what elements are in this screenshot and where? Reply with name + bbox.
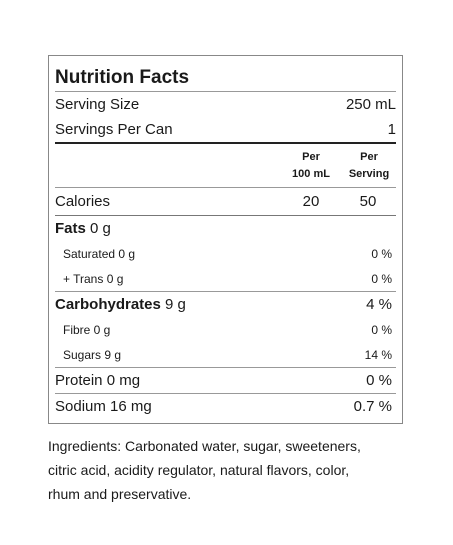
protein-row: Protein 0 mg 0 % — [55, 367, 396, 393]
fats-cell: Fats 0 g — [55, 220, 111, 237]
ingredients-line-1: Ingredients: Carbonated water, sugar, sw… — [48, 438, 361, 454]
serving-size-value: 250 mL — [345, 96, 396, 113]
trans-row: + Trans 0 g 0 % — [55, 266, 396, 291]
carbs-row: Carbohydrates 9 g 4 % — [55, 291, 396, 317]
per-serving-header-line2: Serving — [348, 168, 390, 180]
ingredients-line-3: rhum and preservative. — [48, 486, 192, 502]
per-100ml-header-line1: Per — [302, 151, 320, 163]
protein-pct: 0 % — [366, 372, 392, 389]
label-title: Nutrition Facts — [55, 67, 190, 88]
ingredients-text: Ingredients: Carbonated water, sugar, sw… — [48, 434, 408, 506]
serving-size-label: Serving Size — [55, 96, 140, 113]
sodium-pct: 0.7 % — [353, 398, 392, 415]
carbs-pct: 4 % — [366, 296, 392, 313]
trans-pct: 0 % — [371, 271, 392, 286]
column-header-row: Per 100 mL Per Serving — [55, 142, 396, 188]
servings-per-can-row: Servings Per Can 1 — [55, 117, 396, 142]
calories-label: Calories — [55, 193, 111, 210]
serving-size-row: Serving Size 250 mL — [55, 91, 396, 117]
sodium-label: Sodium 16 mg — [55, 398, 152, 415]
carbs-label: Carbohydrates — [55, 296, 161, 313]
per-serving-header-line1: Per — [360, 151, 378, 163]
per-100ml-header-line2: 100 mL — [292, 168, 330, 180]
sugars-label: Sugars 9 g — [63, 347, 122, 362]
fibre-row: Fibre 0 g 0 % — [55, 317, 396, 342]
saturated-label: Saturated 0 g — [63, 246, 136, 261]
protein-label: Protein 0 mg — [55, 372, 141, 389]
ingredients-line-2: citric acid, acidity regulator, natural … — [48, 462, 350, 478]
sodium-row: Sodium 16 mg 0.7 % — [55, 393, 396, 419]
per-serving-header: Per Serving — [340, 149, 398, 183]
fibre-pct: 0 % — [371, 322, 392, 337]
carbs-cell: Carbohydrates 9 g — [55, 296, 186, 313]
nutrition-facts-panel: Nutrition Facts Serving Size 250 mL Serv… — [48, 55, 403, 424]
calories-row: Calories 20 50 — [55, 188, 396, 216]
fats-label: Fats — [55, 220, 86, 237]
saturated-pct: 0 % — [371, 246, 392, 261]
fibre-label: Fibre 0 g — [63, 322, 111, 337]
saturated-row: Saturated 0 g 0 % — [55, 241, 396, 266]
fats-amount: 0 g — [90, 220, 111, 237]
calories-per-100ml: 20 — [302, 193, 320, 210]
per-100ml-header: Per 100 mL — [282, 149, 340, 183]
calories-per-serving: 50 — [359, 193, 377, 210]
servings-label: Servings Per Can — [55, 121, 173, 138]
trans-label: + Trans 0 g — [63, 271, 124, 286]
fats-row: Fats 0 g — [55, 216, 396, 241]
sugars-row: Sugars 9 g 14 % — [55, 342, 396, 367]
sugars-pct: 14 % — [364, 347, 392, 362]
carbs-amount: 9 g — [165, 296, 186, 313]
servings-value: 1 — [387, 121, 396, 138]
